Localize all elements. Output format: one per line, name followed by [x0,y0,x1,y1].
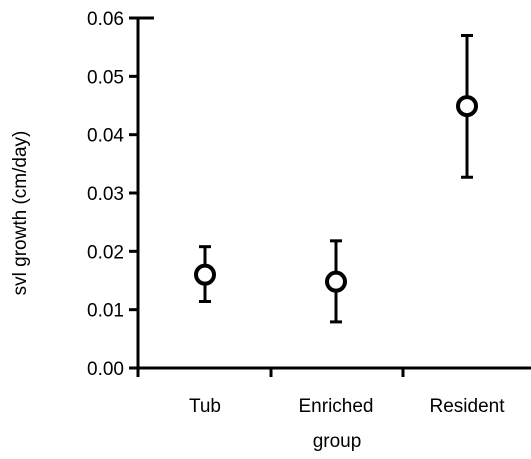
y-tick-label: 0.06 [87,9,124,30]
y-tick-label: 0.05 [87,67,124,88]
y-tick-label: 0.00 [87,359,124,380]
x-axis-title: group [313,431,362,452]
y-tick-label: 0.03 [87,184,124,205]
data-point [194,263,216,286]
x-category-label: Tub [189,396,221,417]
plot-area: 0.00 0.01 0.02 0.03 0.04 0.05 0.06 Tub Enriched R… [87,9,531,417]
y-tick-label: 0.04 [87,126,124,147]
y-tick-label: 0.02 [87,242,124,263]
x-category-label: Resident [430,396,506,417]
data-point [325,270,347,293]
data-point [456,95,478,118]
x-category-label: Enriched [299,396,374,417]
y-axis-title: svl growth (cm/day) [10,131,31,296]
y-tick-label: 0.01 [87,301,124,322]
